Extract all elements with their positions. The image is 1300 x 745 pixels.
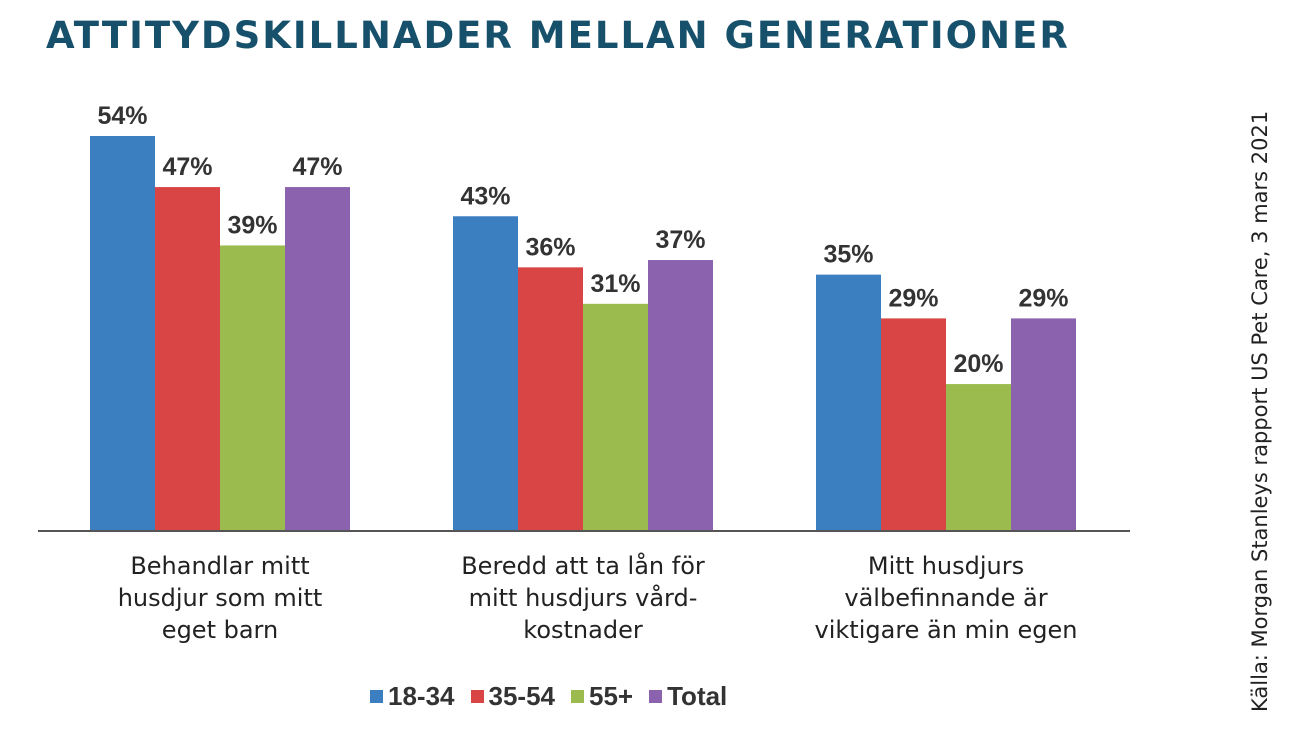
source-note: Källa: Morgan Stanleys rapport US Pet Ca… — [1248, 110, 1272, 712]
category-label-behandlar: Behandlar mitt husdjur som mitt eget barn — [60, 550, 380, 646]
value-label: 20% — [953, 350, 1003, 378]
category-label-line: viktigare än min egen — [814, 616, 1078, 644]
legend-swatch — [649, 690, 663, 703]
value-label: 54% — [97, 102, 147, 130]
legend-swatch — [470, 690, 484, 703]
legend-item-total: Total — [649, 681, 727, 712]
value-label: 47% — [292, 153, 342, 181]
category-label-line: Behandlar mitt — [130, 552, 310, 580]
category-label-line: Beredd att ta lån för — [461, 552, 705, 580]
bar-total-behandlar — [285, 187, 350, 530]
category-label-valbefinnande: Mitt husdjurs välbefinnande är viktigare ä… — [786, 550, 1106, 646]
legend-label: 18-34 — [388, 681, 455, 711]
bar-35-54-beredd — [518, 267, 583, 530]
chart-title: ATTITYDSKILLNADER MELLAN GENERATIONER — [46, 14, 1070, 57]
legend: 18-34 35-54 55+ Total — [370, 681, 743, 712]
legend-label: 35-54 — [488, 681, 556, 711]
value-label: 37% — [655, 226, 705, 254]
bar-55--behandlar — [220, 245, 285, 530]
bar-18-34-behandlar — [90, 136, 155, 530]
bar-total-beredd — [648, 260, 713, 530]
category-label-line: eget barn — [161, 616, 279, 644]
value-label: 29% — [888, 284, 938, 312]
value-label: 47% — [162, 153, 212, 181]
value-label: 39% — [227, 211, 277, 239]
legend-label: Total — [667, 681, 728, 711]
category-label-line: välbefinnande är — [844, 584, 1048, 612]
category-label-line: mitt husdjurs vård- — [468, 584, 698, 612]
bar-55--valbefinnande — [946, 384, 1011, 530]
legend-item-18-34: 18-34 — [370, 681, 455, 712]
category-label-line: husdjur som mitt — [117, 584, 323, 612]
bar-18-34-beredd — [453, 216, 518, 530]
category-label-beredd: Beredd att ta lån för mitt husdjurs vård-… — [423, 550, 743, 646]
bar-total-valbefinnande — [1011, 318, 1076, 530]
value-label: 35% — [823, 241, 873, 269]
legend-label: 55+ — [589, 681, 634, 711]
value-label: 31% — [590, 270, 640, 298]
value-label: 36% — [525, 233, 575, 261]
category-label-line: kostnader — [523, 616, 643, 644]
value-label: 29% — [1018, 284, 1068, 312]
category-label-line: Mitt husdjurs — [867, 552, 1025, 580]
legend-item-55-: 55+ — [571, 681, 633, 712]
bar-55--beredd — [583, 303, 648, 530]
legend-swatch — [571, 690, 584, 703]
legend-item-35-54: 35-54 — [470, 681, 556, 712]
legend-swatch — [370, 690, 383, 703]
bar-18-34-valbefinnande — [816, 274, 881, 530]
bar-35-54-valbefinnande — [881, 318, 946, 530]
value-label: 43% — [460, 182, 510, 210]
bar-35-54-behandlar — [155, 187, 220, 530]
